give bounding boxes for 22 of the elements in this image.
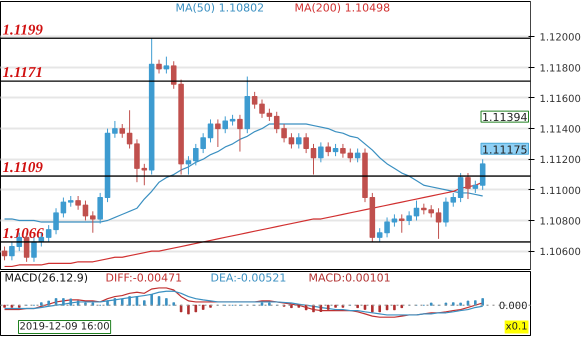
text: MA(50) 1.10802 — [176, 2, 264, 14]
annotation: 1.11175 — [482, 143, 528, 156]
text: 0.000 — [498, 301, 528, 312]
text: 2019-12-09 16:00 — [20, 322, 110, 332]
y-tick-label: 1.10600 — [540, 247, 581, 258]
ref-line-label: 1.1199 — [2, 22, 44, 38]
ref-line-label: 1.1171 — [2, 65, 43, 82]
y-tick-label: 1.11600 — [540, 94, 581, 105]
annotation: 1.11394 — [482, 111, 528, 124]
y-tick-label: 1.11400 — [540, 124, 581, 136]
y-tick-label: 1.12000 — [540, 32, 581, 44]
y-tick-label: 1.11000 — [540, 186, 581, 197]
y-tick-label: 1.11200 — [540, 155, 581, 166]
text: x0.1 — [506, 322, 528, 332]
ref-line-label: 1.1109 — [2, 160, 44, 176]
chart-title: MACD(26.12.9) — [4, 272, 88, 284]
text: MA(200) 1.10498 — [294, 2, 390, 14]
series-label: MACD:0.00101 — [308, 272, 391, 284]
y-tick-label: 1.10800 — [540, 216, 581, 228]
series-label: DEA:-0.00521 — [210, 272, 286, 284]
y-tick-label: 1.11800 — [540, 63, 581, 74]
series-label: DIFF:-0.00471 — [106, 272, 182, 284]
